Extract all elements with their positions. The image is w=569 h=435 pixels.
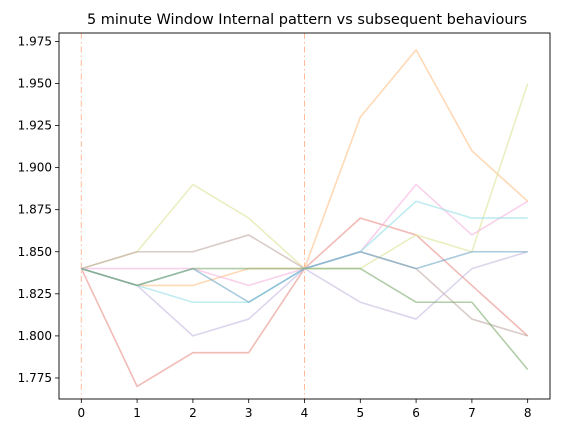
x-tick-label: 4 bbox=[301, 406, 309, 420]
x-tick-label: 0 bbox=[77, 406, 85, 420]
x-tick-label: 5 bbox=[356, 406, 364, 420]
x-tick-label: 6 bbox=[412, 406, 420, 420]
x-tick-label: 2 bbox=[189, 406, 197, 420]
y-tick-label: 1.850 bbox=[18, 245, 52, 259]
y-tick-label: 1.975 bbox=[18, 34, 52, 48]
series-lines bbox=[80, 49, 529, 388]
x-tick-label: 3 bbox=[245, 406, 253, 420]
y-tick-label: 1.900 bbox=[18, 161, 52, 175]
x-tick-label: 8 bbox=[524, 406, 532, 420]
y-tick-label: 1.825 bbox=[18, 287, 52, 301]
x-tick-label: 7 bbox=[468, 406, 476, 420]
y-tick-label: 1.775 bbox=[18, 371, 52, 385]
chart-title: 5 minute Window Internal pattern vs subs… bbox=[87, 12, 527, 28]
x-tick-label: 1 bbox=[133, 406, 141, 420]
y-tick-label: 1.925 bbox=[18, 119, 52, 133]
y-tick-label: 1.800 bbox=[18, 329, 52, 343]
reference-lines bbox=[80, 33, 305, 399]
y-tick-label: 1.875 bbox=[18, 203, 52, 217]
series-line-8 bbox=[81, 267, 529, 371]
y-axis-ticks: 1.775 1.800 1.825 1.850 1.875 1.900 1.925 1.950… bbox=[18, 34, 59, 385]
y-tick-label: 1.950 bbox=[18, 76, 52, 90]
x-axis-ticks: 0 1 2 3 4 5 6 7 8 bbox=[77, 399, 532, 420]
